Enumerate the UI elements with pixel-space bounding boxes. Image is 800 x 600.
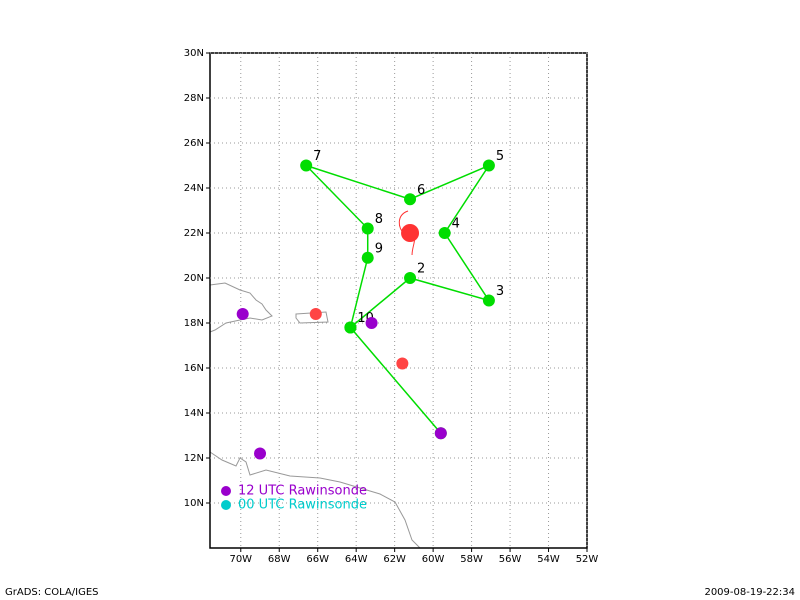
footer-left: GrADS: COLA/IGES xyxy=(5,587,99,598)
footer-right: 2009-08-19-22:34 xyxy=(704,587,795,598)
track-label: 9 xyxy=(375,241,383,256)
x-tick-label: 70W xyxy=(229,554,252,565)
y-tick-label: 10N xyxy=(184,498,204,509)
y-tick-label: 20N xyxy=(184,273,204,284)
track-label: 4 xyxy=(452,217,460,232)
track-point xyxy=(361,251,374,264)
track-label: 6 xyxy=(417,183,425,198)
track-point xyxy=(482,294,495,307)
legend-label: 00 UTC Rawinsonde xyxy=(238,498,367,513)
rawinsonde-point xyxy=(236,308,249,320)
x-tick-label: 58W xyxy=(460,554,483,565)
y-tick-label: 12N xyxy=(184,453,204,464)
track-point xyxy=(482,159,495,172)
y-tick-label: 26N xyxy=(184,138,204,149)
track-label: 2 xyxy=(417,262,425,277)
track-point xyxy=(361,222,374,235)
rawinsonde-point xyxy=(434,427,447,440)
track-point xyxy=(300,159,313,172)
track-point xyxy=(404,193,417,206)
map-frame xyxy=(209,52,588,549)
x-tick-label: 64W xyxy=(345,554,368,565)
track-label: 5 xyxy=(496,149,504,164)
red-point xyxy=(396,357,409,370)
track-label: 3 xyxy=(496,284,504,299)
y-tick-label: 28N xyxy=(184,93,204,104)
track-label: 8 xyxy=(375,212,383,227)
x-tick-label: 54W xyxy=(537,554,560,565)
rawinsonde-point xyxy=(254,447,267,460)
y-tick-label: 14N xyxy=(184,408,204,419)
track-label: 7 xyxy=(313,149,321,164)
coastline xyxy=(209,282,273,333)
legend-marker xyxy=(221,500,231,510)
x-tick-label: 60W xyxy=(422,554,445,565)
x-tick-label: 62W xyxy=(383,554,406,565)
x-tick-label: 52W xyxy=(576,554,599,565)
y-tick-label: 30N xyxy=(184,48,204,59)
x-tick-label: 66W xyxy=(306,554,329,565)
red-point xyxy=(309,308,322,320)
x-tick-label: 68W xyxy=(268,554,291,565)
track-point xyxy=(438,227,451,239)
legend-marker xyxy=(221,486,231,496)
y-tick-label: 24N xyxy=(184,183,204,194)
rawinsonde-point xyxy=(365,317,378,329)
y-tick-label: 18N xyxy=(184,318,204,329)
flight-track xyxy=(305,163,491,434)
y-tick-label: 22N xyxy=(184,228,204,239)
storm-center xyxy=(401,224,420,242)
legend-label: 12 UTC Rawinsonde xyxy=(238,484,367,499)
y-tick-label: 16N xyxy=(184,363,204,374)
track-point xyxy=(344,321,357,334)
coastline xyxy=(209,451,421,549)
x-tick-label: 56W xyxy=(499,554,522,565)
track-point xyxy=(404,272,417,284)
